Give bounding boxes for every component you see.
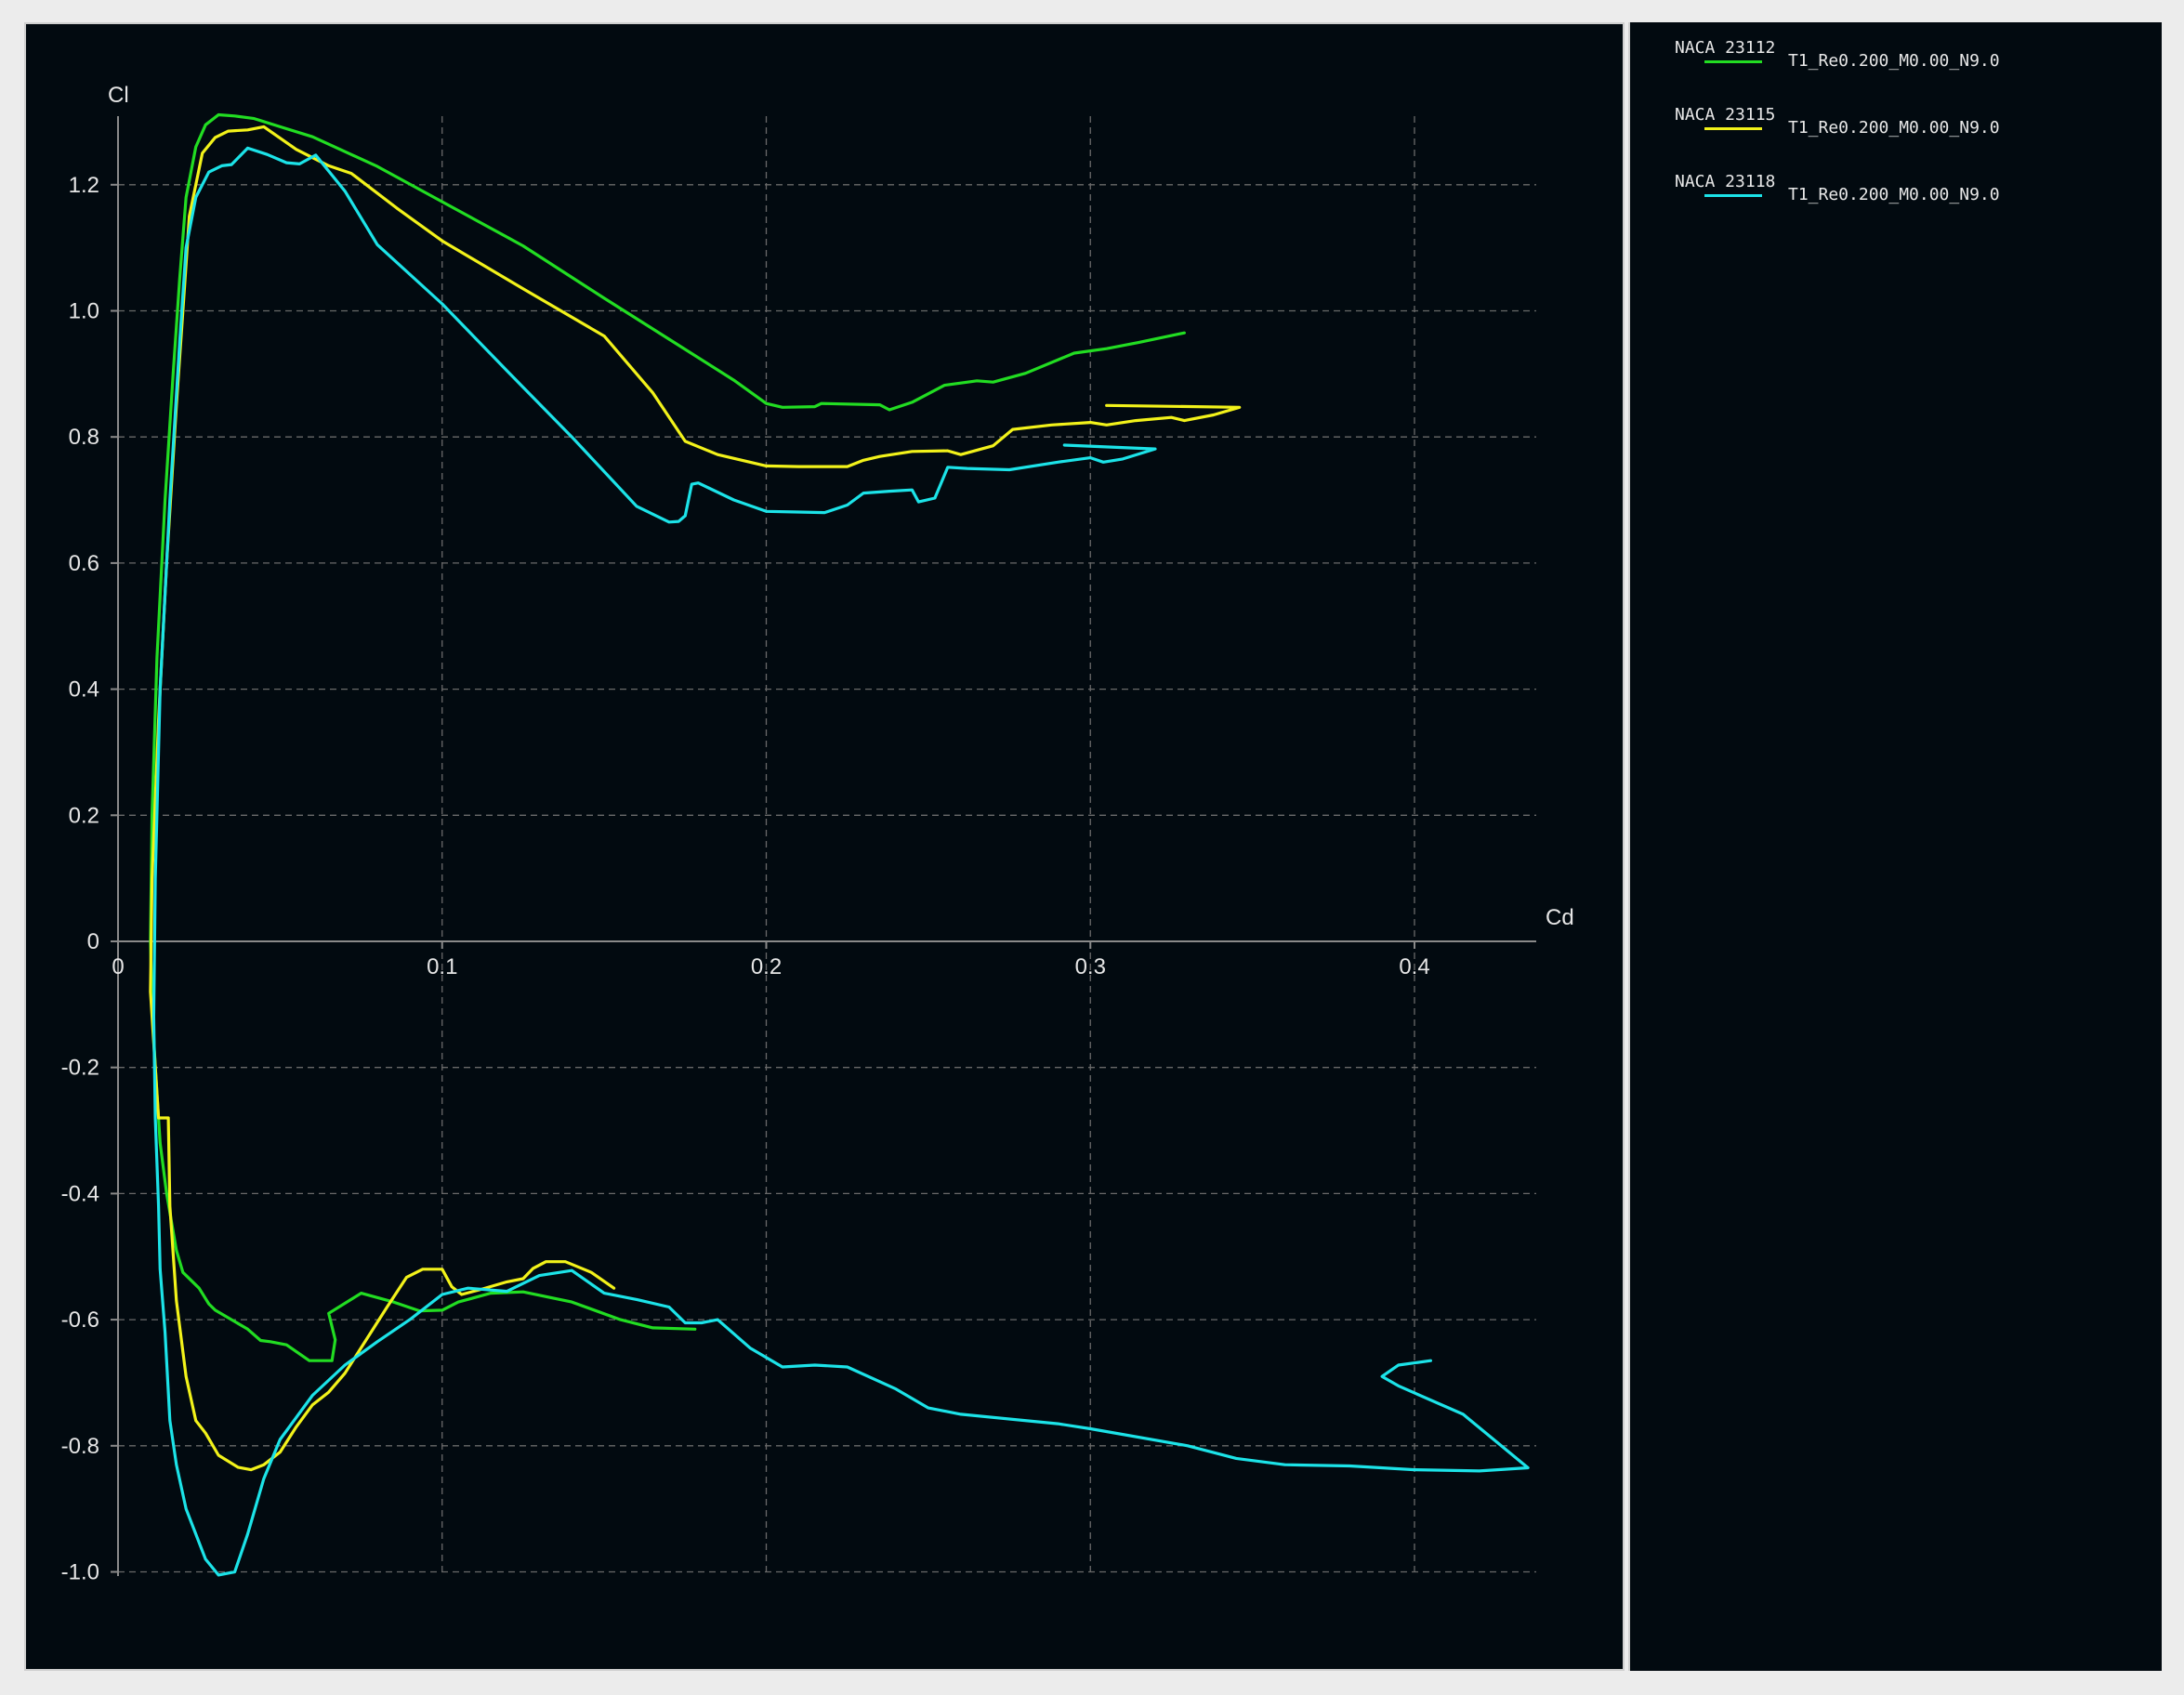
x-tick-label: 0.4	[1399, 954, 1429, 979]
y-tick-label: -0.2	[61, 1056, 99, 1081]
y-tick-label: -0.4	[61, 1181, 99, 1206]
y-tick-label: 0.2	[69, 803, 99, 828]
y-tick-label: -1.0	[61, 1560, 99, 1585]
tick-labels: 0 0.1 0.2 0.3 0.4 -1.0 -0.8 -0.6 -0.4 -0.2 0 0.2 0.4…	[61, 173, 1430, 1585]
grid-lines	[111, 116, 1536, 1576]
x-axis-label: Cd	[1546, 905, 1574, 930]
legend-name: NACA 23112	[1675, 38, 1776, 58]
series-line-naca-23118[interactable]	[151, 146, 1530, 1577]
legend-swatch	[1704, 60, 1762, 63]
x-tick-label: 0.3	[1075, 954, 1106, 979]
legend-config: T1_Re0.200_M0.00_N9.0	[1788, 185, 2000, 204]
axes: Cl Cd	[108, 83, 1574, 1576]
legend-panel: NACA 23112 T1_Re0.200_M0.00_N9.0 NACA 23…	[1628, 22, 2162, 1671]
y-tick-label: 0.4	[69, 677, 99, 703]
x-tick-label: 0	[112, 954, 124, 979]
y-axis-label: Cl	[108, 83, 129, 108]
legend-swatch	[1704, 194, 1762, 197]
x-tick-label: 0.2	[751, 954, 782, 979]
legend-config: T1_Re0.200_M0.00_N9.0	[1788, 51, 2000, 71]
series-lines	[149, 112, 1530, 1577]
legend-name: NACA 23115	[1675, 105, 1776, 125]
y-tick-label: 0	[87, 929, 99, 954]
polar-chart[interactable]: Cl Cd 0 0.1 0.2 0.3 0.4-1.0-0.8-0.6-0.4-0.20…	[26, 24, 1623, 1669]
y-tick-label: 1.2	[69, 173, 99, 198]
x-tick-label: 0.1	[427, 954, 457, 979]
series-line-naca-23112[interactable]	[149, 112, 1187, 1362]
plot-panel: Cl Cd 0 0.1 0.2 0.3 0.4 -1.0 -0.8 -0.6 -0.4 -0.2 0…	[24, 22, 1625, 1671]
y-tick-label: -0.6	[61, 1307, 99, 1333]
y-tick-label: 0.6	[69, 551, 99, 576]
series-line-naca-23115[interactable]	[149, 125, 1242, 1472]
legend-swatch	[1704, 127, 1762, 130]
y-tick-label: 1.0	[69, 299, 99, 324]
y-tick-label: 0.8	[69, 425, 99, 450]
legend-config: T1_Re0.200_M0.00_N9.0	[1788, 118, 2000, 138]
y-tick-label: -0.8	[61, 1434, 99, 1459]
legend-name: NACA 23118	[1675, 172, 1776, 191]
